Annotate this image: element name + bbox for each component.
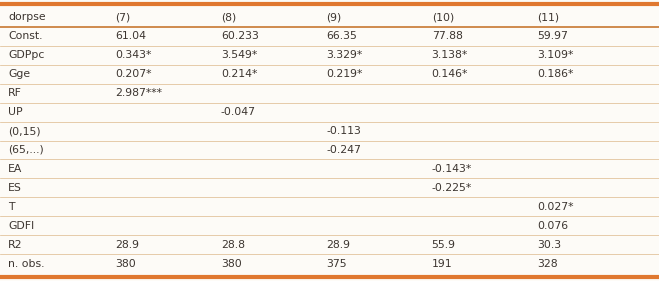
Text: EA: EA [8,164,22,174]
Text: 0.076: 0.076 [537,221,568,231]
Text: (65,...): (65,...) [8,145,43,155]
Text: 380: 380 [115,259,136,269]
Text: 55.9: 55.9 [432,240,455,250]
Text: 59.97: 59.97 [537,31,568,41]
Text: (10): (10) [432,12,454,22]
Text: 0.219*: 0.219* [326,69,362,79]
Text: GDFI: GDFI [8,221,34,231]
Text: (7): (7) [115,12,130,22]
Text: -0.047: -0.047 [221,107,256,117]
Text: 2.987***: 2.987*** [115,88,162,98]
Text: 0.027*: 0.027* [537,202,573,212]
Text: -0.225*: -0.225* [432,183,472,193]
Text: (0,15): (0,15) [8,126,41,136]
Text: UP: UP [8,107,22,117]
Text: -0.143*: -0.143* [432,164,472,174]
Text: R2: R2 [8,240,22,250]
Text: 77.88: 77.88 [432,31,463,41]
Text: 0.207*: 0.207* [115,69,152,79]
Text: 66.35: 66.35 [326,31,357,41]
Text: 328: 328 [537,259,558,269]
Text: -0.247: -0.247 [326,145,361,155]
Text: 60.233: 60.233 [221,31,258,41]
Text: 0.186*: 0.186* [537,69,573,79]
Text: T: T [8,202,14,212]
Text: 375: 375 [326,259,347,269]
Text: GDPpc: GDPpc [8,50,44,60]
Text: RF: RF [8,88,22,98]
Text: dorpse: dorpse [8,12,45,22]
Text: 61.04: 61.04 [115,31,146,41]
Text: 3.329*: 3.329* [326,50,362,60]
Text: 191: 191 [432,259,452,269]
Text: Const.: Const. [8,31,42,41]
Text: (11): (11) [537,12,559,22]
Text: n. obs.: n. obs. [8,259,44,269]
Text: 3.549*: 3.549* [221,50,257,60]
Text: (9): (9) [326,12,341,22]
Text: -0.113: -0.113 [326,126,361,136]
Text: (8): (8) [221,12,236,22]
Text: 30.3: 30.3 [537,240,561,250]
Text: Gge: Gge [8,69,30,79]
Text: 28.9: 28.9 [115,240,139,250]
Text: 28.8: 28.8 [221,240,244,250]
Text: 380: 380 [221,259,241,269]
Text: ES: ES [8,183,22,193]
Text: 3.138*: 3.138* [432,50,468,60]
Text: 0.343*: 0.343* [115,50,152,60]
Text: 0.214*: 0.214* [221,69,257,79]
Text: 3.109*: 3.109* [537,50,573,60]
Text: 0.146*: 0.146* [432,69,468,79]
Text: 28.9: 28.9 [326,240,350,250]
